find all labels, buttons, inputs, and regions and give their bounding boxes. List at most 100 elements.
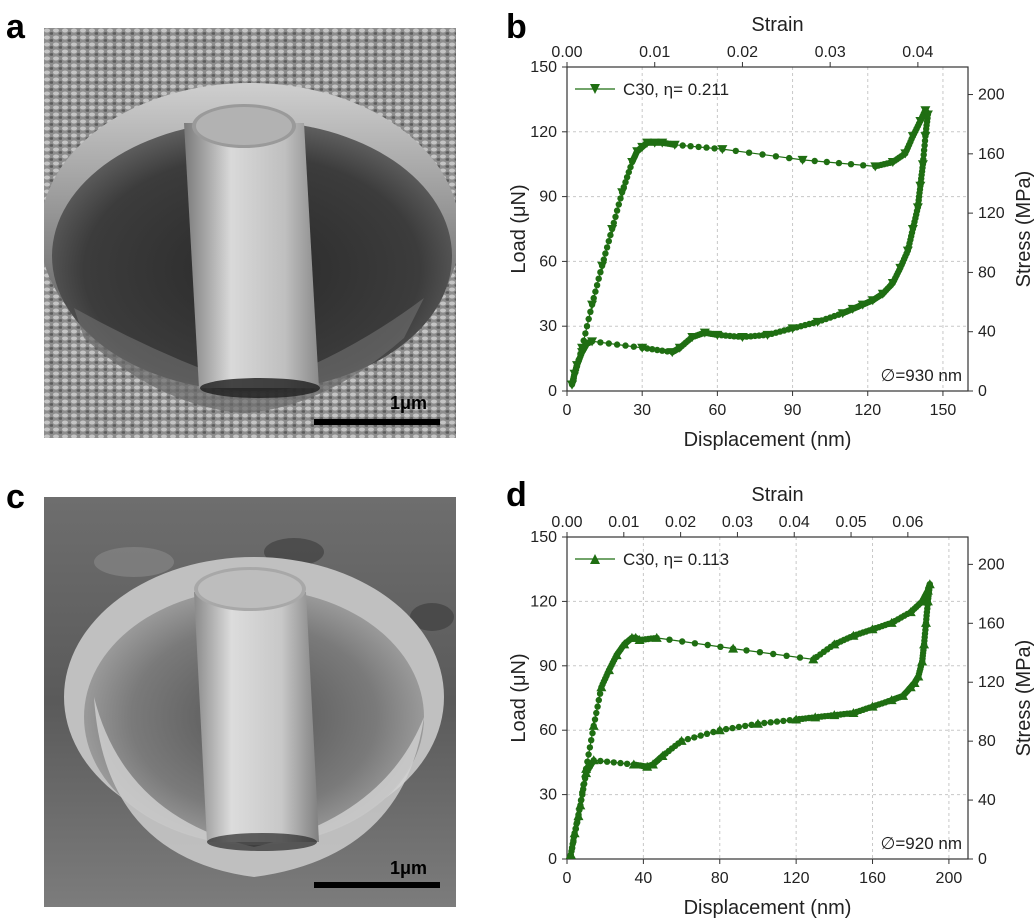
data-point-dense [594, 703, 601, 710]
data-point-dense [571, 370, 578, 377]
data-point-dense [923, 612, 930, 619]
data-point-dense [629, 158, 636, 166]
data-point-dense [837, 711, 844, 718]
data-point-dense [851, 305, 858, 312]
data-point-dense [621, 641, 628, 648]
data-point-dense [568, 847, 575, 855]
data-point-dense [913, 211, 920, 218]
data-point-dense [729, 645, 737, 652]
data-point-dense [877, 161, 885, 169]
x-tick-label: 0 [563, 870, 572, 887]
data-point [837, 309, 848, 319]
data-point-dense [864, 299, 871, 306]
data-point-dense [925, 584, 933, 591]
data-point-dense [921, 637, 928, 644]
data-point-dense [898, 261, 905, 269]
data-point [565, 849, 576, 859]
data-point-dense [926, 586, 933, 594]
data-point-dense [896, 694, 903, 701]
data-point-dense [912, 127, 919, 135]
data-point [810, 712, 821, 722]
data-point-dense [910, 222, 917, 229]
data-point-dense [626, 636, 633, 644]
data-point-dense [847, 634, 854, 641]
data-point-dense [650, 139, 657, 146]
data-point-dense [850, 632, 857, 639]
data-point-dense [603, 758, 611, 765]
data-point-dense [672, 346, 680, 354]
data-point-dense [917, 663, 925, 670]
data-point-dense [633, 635, 640, 642]
data-point-dense [608, 661, 615, 669]
data-point [637, 142, 648, 152]
data-point-dense [693, 332, 700, 339]
data-point-dense [827, 643, 834, 650]
plot-frame [566, 66, 969, 392]
data-point-dense [578, 348, 586, 356]
data-point [587, 300, 598, 310]
data-point-dense [917, 182, 924, 189]
data-point-dense [761, 719, 768, 727]
data-point-dense [629, 157, 637, 164]
data-point-dense [919, 655, 926, 662]
x-tick-label: 0 [563, 402, 572, 419]
data-point-dense [584, 767, 591, 775]
data-point [797, 155, 808, 165]
data-point-dense [767, 719, 774, 726]
data-point-dense [922, 107, 929, 114]
data-point-dense [853, 631, 860, 638]
data-point [898, 690, 909, 700]
data-point [887, 279, 898, 288]
data-point-dense [620, 184, 627, 191]
data-point-dense [574, 359, 582, 367]
data-point-dense [624, 637, 632, 645]
data-point-dense [764, 331, 771, 338]
data-point-dense [613, 341, 621, 348]
data-point-dense [921, 108, 928, 116]
data-point-dense [684, 337, 692, 344]
y-tick-label: 60 [539, 253, 557, 270]
data-point-dense [722, 332, 729, 339]
data-point-dense [585, 765, 592, 772]
data-point-dense [796, 654, 804, 661]
data-point-dense [570, 838, 577, 845]
data-point [577, 343, 588, 353]
data-point-dense [856, 302, 863, 310]
data-point-dense [898, 153, 905, 160]
data-point-dense [577, 802, 584, 809]
data-point-dense [613, 207, 621, 214]
x-tick-label: 120 [783, 870, 810, 887]
data-point [642, 138, 653, 148]
data-point-dense [697, 732, 704, 739]
data-point-dense [570, 833, 578, 840]
data-point-dense [600, 256, 607, 263]
data-point-dense [575, 356, 582, 364]
data-point [642, 761, 653, 771]
data-point-dense [885, 698, 892, 705]
data-point-dense [639, 762, 646, 770]
data-point-dense [925, 592, 932, 599]
data-point [848, 708, 859, 718]
data-point-dense [909, 681, 916, 689]
top-tick-label: 0.04 [902, 44, 933, 61]
data-point-dense [918, 175, 925, 182]
data-point-dense [654, 757, 661, 764]
data-point-dense [786, 717, 793, 724]
data-point [596, 682, 607, 692]
data-point-dense [645, 762, 653, 770]
data-point [567, 380, 578, 390]
data-point-dense [666, 636, 673, 643]
data-point-dense [903, 147, 910, 154]
data-point-dense [828, 712, 835, 719]
data-point-dense [669, 141, 676, 148]
data-point-dense [872, 294, 880, 302]
data-point-dense [583, 323, 591, 330]
data-point-dense [586, 744, 594, 751]
data-point-dense [863, 628, 870, 635]
data-point-dense [617, 646, 624, 653]
data-point-dense [616, 648, 623, 655]
top-tick-label: 0.00 [551, 514, 582, 531]
data-point-dense [859, 629, 867, 636]
data-point-dense [743, 647, 750, 654]
